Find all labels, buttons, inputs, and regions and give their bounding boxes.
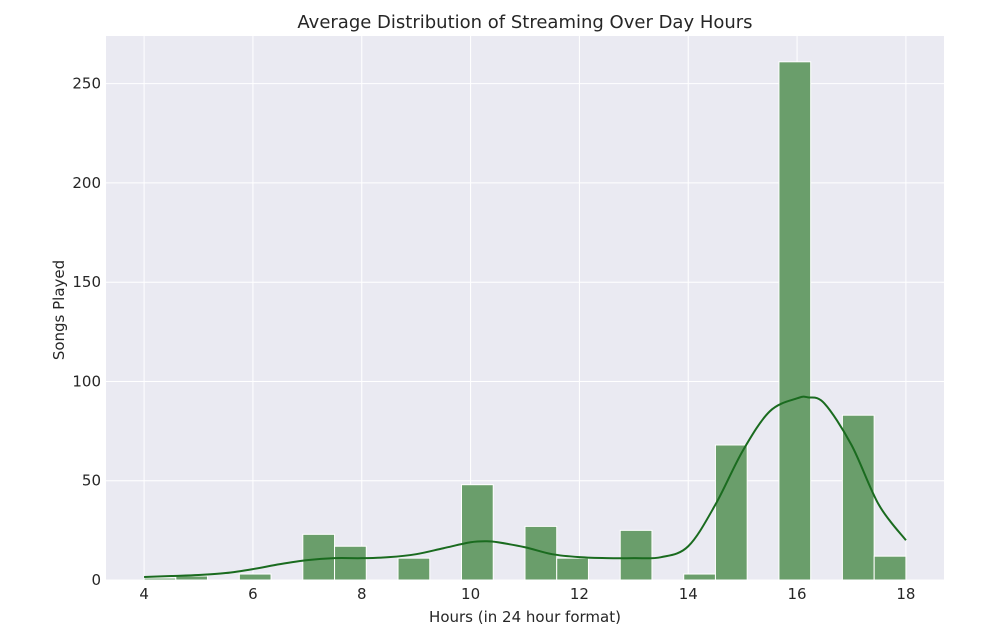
bar-18	[714, 444, 748, 581]
x-tick-label-7: 18	[896, 585, 915, 603]
kde-curve	[144, 395, 907, 579]
bar-3	[238, 573, 272, 581]
chart-title: Average Distribution of Streaming Over D…	[297, 12, 752, 33]
histogram-bars	[143, 61, 907, 581]
y-tick-label-0: 0	[91, 571, 101, 589]
y-tick-label-3: 150	[72, 273, 101, 291]
bar-5	[302, 533, 336, 581]
bar-13	[556, 557, 589, 581]
y-axis-ticks: 0 50 100 150 200 250	[72, 75, 101, 589]
bar-6	[334, 545, 367, 581]
x-tick-label-6: 16	[788, 585, 807, 603]
y-tick-label-2: 100	[72, 372, 101, 390]
y-axis-label: Songs Played	[50, 260, 68, 360]
bar-0	[143, 577, 177, 581]
y-tick-label-5: 250	[72, 75, 101, 93]
x-tick-label-3: 10	[461, 585, 480, 603]
x-axis-label: Hours (in 24 hour format)	[429, 608, 621, 626]
bar-17	[683, 573, 716, 581]
x-tick-label-5: 14	[679, 585, 698, 603]
bar-20	[778, 61, 812, 581]
y-tick-label-4: 200	[72, 174, 101, 192]
x-tick-label-4: 12	[570, 585, 589, 603]
y-tick-label-1: 50	[82, 472, 101, 490]
bar-22	[841, 414, 875, 581]
bar-23	[873, 555, 907, 581]
x-tick-label-1: 6	[248, 585, 258, 603]
bar-15	[619, 529, 653, 581]
x-tick-label-2: 8	[357, 585, 367, 603]
bar-8	[397, 557, 431, 581]
plot-background	[106, 36, 944, 580]
x-tick-label-0: 4	[139, 585, 149, 603]
bar-10	[460, 484, 494, 581]
x-axis-ticks: 4 6 8 10 12 14 16 18	[139, 585, 915, 603]
